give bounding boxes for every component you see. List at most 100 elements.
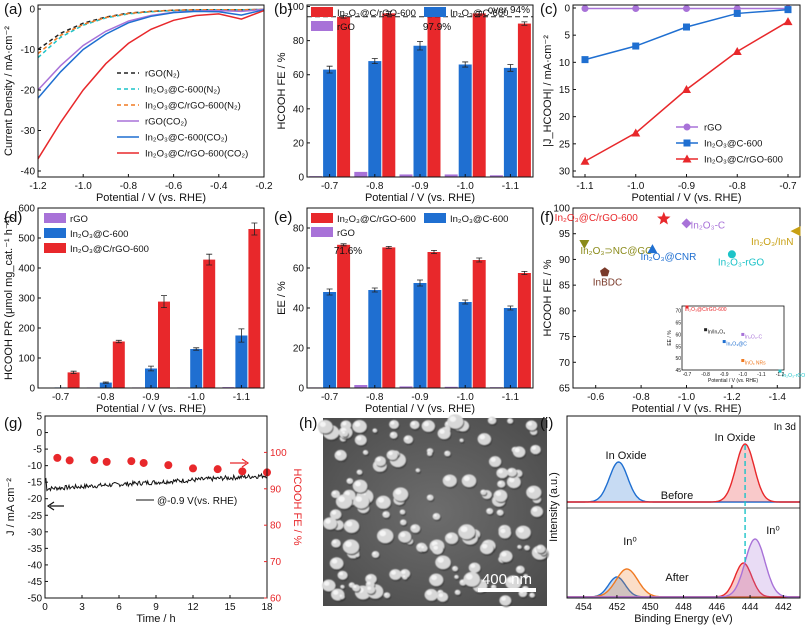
particle-highlight <box>460 526 468 533</box>
particle-highlight <box>353 585 357 589</box>
particle-highlight <box>454 575 457 577</box>
scatter-point <box>727 250 736 259</box>
bar <box>368 61 382 177</box>
bar <box>323 292 337 388</box>
inset-y-tick: 45 <box>675 368 681 374</box>
particle-highlight <box>537 545 542 550</box>
particle <box>529 592 535 598</box>
particle <box>458 524 476 540</box>
data-point <box>682 85 691 93</box>
legend-label: rGO(CO₂) <box>145 117 187 128</box>
particle <box>399 509 406 515</box>
y-tick-label: -10 <box>28 461 43 472</box>
peak-label: In Oxide <box>715 432 756 444</box>
threshold-label: over 94% <box>488 5 530 16</box>
scatter-label: In₂O₃/InN <box>751 237 793 248</box>
y-tick-label: 80 <box>293 224 305 235</box>
particle <box>352 584 360 592</box>
y-tick-label: 500 <box>18 234 35 245</box>
fe-point <box>238 467 247 476</box>
particle-highlight <box>438 593 444 598</box>
particle <box>517 544 522 549</box>
particle-highlight <box>347 478 351 482</box>
x-axis-label: Potential / V (vs. RHE) <box>365 403 475 415</box>
particle-highlight <box>490 457 496 462</box>
particle <box>480 489 487 495</box>
particle-highlight <box>507 418 511 421</box>
scatter-label: InBDC <box>593 277 622 288</box>
error-bar <box>431 250 437 254</box>
particle <box>346 478 354 484</box>
xps-after-oxide-left-fill <box>567 577 800 597</box>
bar <box>248 229 261 388</box>
particle <box>454 574 459 579</box>
inset-point <box>722 340 726 344</box>
inset-y-tick: 65 <box>675 321 681 327</box>
particle <box>415 468 421 473</box>
particle-highlight <box>517 527 524 533</box>
particle-highlight <box>427 495 431 498</box>
legend-label: In₂O₃@C/rGO-600 <box>337 8 416 19</box>
legend-marker <box>682 154 692 163</box>
particle <box>403 435 413 444</box>
error-bar <box>340 243 347 247</box>
legend-label: In₂O₃@C/rGO-600 <box>70 244 149 255</box>
lsv-curve <box>37 9 265 160</box>
particle-highlight <box>331 510 337 515</box>
bar <box>413 283 427 388</box>
particle <box>365 585 376 594</box>
y-tick-label: 0 <box>29 384 35 395</box>
legend-label: In₂O₃@C/rGO-600(N₂) <box>145 101 241 112</box>
bar <box>145 368 157 388</box>
legend-swatch <box>311 227 333 237</box>
bar <box>337 244 351 388</box>
legend-label: rGO <box>337 22 355 33</box>
particle <box>362 450 369 455</box>
inset-point <box>685 305 689 309</box>
xps-before-right <box>567 443 800 503</box>
y-tick-label: 75 <box>559 332 571 343</box>
particle-highlight <box>508 468 513 473</box>
particle <box>454 589 461 595</box>
particle-highlight <box>495 491 502 497</box>
particle <box>323 517 337 530</box>
data-point <box>783 17 793 26</box>
panel-e-ee-bar-chart: (e) -0.7 -0.8 -0.9 -1.0 -1.1 71.6% 0 20 40 60 80 Pot… <box>274 207 534 415</box>
error-bar <box>417 41 423 51</box>
scalebar-label: 400 nm <box>482 571 532 588</box>
peak-label: In Oxide <box>606 450 647 462</box>
y-tick-label: 30 <box>559 167 571 178</box>
particle <box>331 539 341 548</box>
error-bar <box>251 222 258 236</box>
y-tick-label: -50 <box>28 594 43 605</box>
particle <box>530 444 541 455</box>
legend-marker <box>683 123 691 131</box>
particle <box>447 414 464 429</box>
xps-after-in0-left-fill <box>567 569 800 597</box>
y-tick-label: -40 <box>28 560 43 571</box>
y-tick-label: -20 <box>21 86 36 97</box>
particle-highlight <box>427 448 431 452</box>
particle-highlight <box>363 450 366 453</box>
y-tick-label: 90 <box>559 255 571 266</box>
data-point <box>683 23 690 31</box>
x-axis-label: Time / h <box>136 613 175 625</box>
particle <box>535 544 546 554</box>
bar <box>235 335 248 388</box>
y-tick-label: 100 <box>287 2 304 13</box>
x-tick-label: -1.0 <box>188 392 206 403</box>
particle <box>352 419 367 433</box>
bar <box>382 247 396 388</box>
scatter-point <box>647 244 658 254</box>
inset-x-label: Potential / V (vs. RHE) <box>708 378 758 384</box>
particle <box>389 569 402 580</box>
data-point <box>732 46 742 55</box>
y-axis-label: HCOOH PR (μmol mg_cat.⁻¹ h⁻¹) <box>3 216 15 380</box>
particle-highlight <box>383 511 387 515</box>
particle <box>496 509 504 516</box>
particle <box>392 487 409 501</box>
condition-annotation: @-0.9 V(vs. RHE) <box>157 496 237 507</box>
y-axis-label: HCOOH FE / % <box>276 52 288 129</box>
particle-highlight <box>421 545 425 549</box>
x-tick-label: -1.1 <box>502 392 520 403</box>
